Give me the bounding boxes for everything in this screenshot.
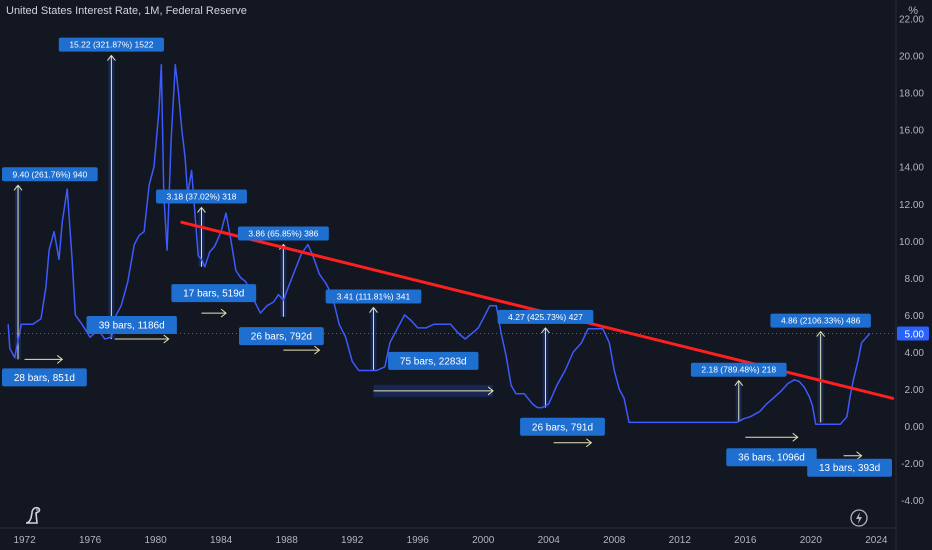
y-tick-label: 6.00	[905, 311, 925, 322]
bar-range-arrowhead	[163, 334, 170, 344]
x-tick-label: 1996	[407, 535, 430, 546]
chart-title: United States Interest Rate, 1M, Federal…	[6, 5, 247, 17]
bar-range-arrowhead	[586, 438, 593, 448]
bar-range-arrowhead	[314, 345, 321, 355]
bar-range-label: 28 bars, 851d	[14, 373, 75, 384]
price-range-label-box	[497, 309, 594, 324]
y-tick-label: 12.00	[899, 200, 924, 211]
price-range-label: 4.86 (2106.33%) 486	[781, 316, 861, 326]
price-range-label: 2.18 (789.48%) 218	[701, 365, 776, 375]
x-tick-label: 1988	[276, 535, 299, 546]
measurement-layer	[13, 54, 863, 461]
bar-range-label: 17 bars, 519d	[183, 289, 244, 300]
bar-range-label: 26 bars, 791d	[532, 422, 593, 433]
x-tick-label: 1972	[13, 535, 36, 546]
price-range-arrowhead	[197, 206, 206, 213]
y-tick-label: 14.00	[899, 163, 924, 174]
bar-range-label-box	[238, 327, 324, 346]
bar-range-arrowhead	[487, 386, 494, 396]
bar-range-arrowhead	[792, 432, 799, 442]
y-tick-label: 10.00	[899, 237, 924, 248]
y-tick-label: 20.00	[899, 52, 924, 63]
bar-range-label-box	[520, 417, 605, 436]
y-tick-label: -4.00	[901, 496, 924, 507]
y-tick-label: 18.00	[899, 89, 924, 100]
x-tick-label: 1976	[79, 535, 102, 546]
bar-range-label: 36 bars, 1096d	[738, 453, 805, 464]
lightning-bolt-icon[interactable]	[850, 509, 868, 527]
bar-range-label-box	[2, 368, 87, 387]
price-range-label-box	[2, 167, 98, 182]
bar-range-label: 13 bars, 393d	[819, 463, 880, 474]
price-range-label-box	[58, 37, 164, 52]
label-layer: 9.40 (261.76%) 940 15.22 (321.87%) 1522 3.…	[2, 37, 892, 477]
x-tick-label: 1992	[341, 535, 364, 546]
x-tick-label: 2016	[734, 535, 757, 546]
price-range-label: 3.41 (111.81%) 341	[337, 292, 411, 302]
bar-range-label: 75 bars, 2283d	[400, 356, 467, 367]
price-range-label-box	[325, 289, 422, 304]
price-range-label: 9.40 (261.76%) 940	[13, 169, 88, 179]
bar-range-label: 26 bars, 792d	[251, 332, 312, 343]
bar-range-label-box	[388, 351, 479, 370]
bar-range-label-box	[807, 458, 892, 477]
x-tick-label: 2024	[865, 535, 888, 546]
price-range-arrowhead	[734, 379, 744, 387]
y-tick-label: 2.00	[905, 385, 925, 396]
x-tick-label: 2020	[800, 535, 823, 546]
y-tick-label: 0.00	[905, 422, 925, 433]
axis-layer: -4.00 -2.00 0.00 2.00 4.00 6.00 8.00 10.00 12.00…	[13, 15, 929, 546]
price-range-label: 3.86 (65.85%) 386	[248, 229, 318, 239]
price-range-arrowhead	[541, 327, 550, 334]
x-tick-label: 2000	[472, 535, 495, 546]
x-tick-label: 1980	[144, 535, 167, 546]
bar-range-arrowhead	[220, 308, 227, 318]
price-range-arrowhead	[816, 330, 826, 337]
y-unit-label: %	[908, 5, 918, 17]
last-value-label: 5.00	[905, 329, 925, 340]
price-range-arrowhead	[13, 184, 23, 191]
price-range-arrowhead	[106, 54, 116, 61]
x-tick-label: 1984	[210, 535, 233, 546]
price-range-label: 4.27 (425.73%) 427	[508, 312, 583, 322]
price-range-label-box	[770, 313, 871, 328]
price-range-arrowhead	[369, 306, 378, 313]
x-tick-label: 2012	[669, 535, 692, 546]
bar-range-arrowhead	[56, 355, 64, 364]
price-range-label-box	[690, 362, 787, 377]
price-range-label: 3.18 (37.02%) 318	[167, 191, 237, 201]
bar-range-label-box	[726, 448, 817, 467]
y-tick-label: 4.00	[905, 348, 925, 359]
last-value-tag	[897, 326, 929, 341]
tradingview-logo-icon[interactable]	[22, 503, 46, 527]
bar-range-label-box	[86, 316, 177, 335]
bar-range-arrowhead	[856, 451, 863, 461]
y-tick-label: 16.00	[899, 126, 924, 137]
x-tick-label: 2008	[603, 535, 626, 546]
interest-rate-line	[7, 64, 871, 426]
price-range-label-box	[237, 226, 329, 241]
y-tick-label: 22.00	[899, 15, 924, 26]
bar-range-label: 39 bars, 1186d	[99, 321, 165, 332]
price-range-label-box	[156, 189, 247, 204]
price-range-label: 15.22 (321.87%) 1522	[69, 40, 153, 50]
y-tick-label: -2.00	[901, 459, 924, 470]
x-tick-label: 2004	[538, 535, 561, 546]
bar-range-label-box	[171, 284, 257, 303]
y-tick-label: 8.00	[905, 274, 925, 285]
